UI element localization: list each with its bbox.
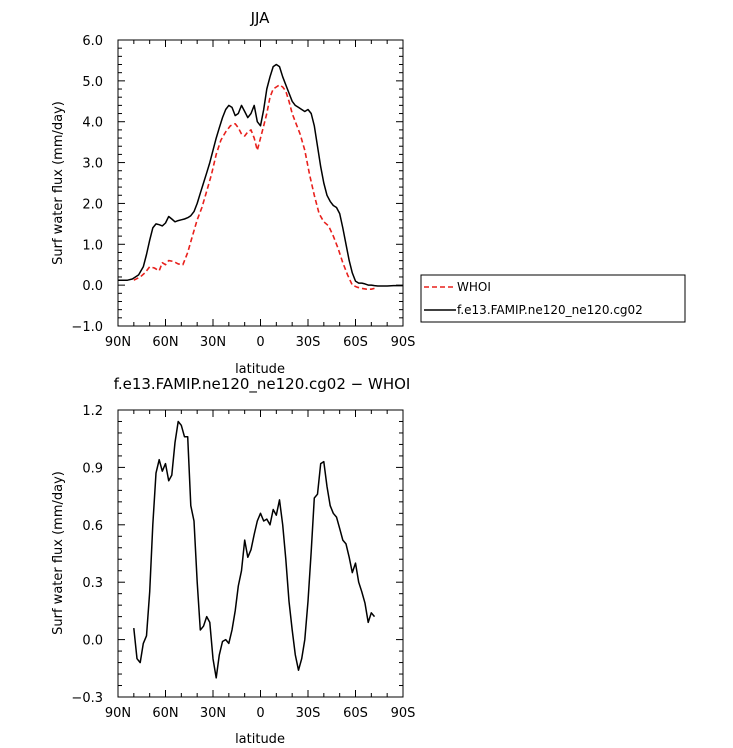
y-tick-label: 3.0 [82,157,103,172]
x-tick-label: 90N [105,706,131,721]
top-panel: JJA 90N 60N 30N 0 30S 60S 90S −1.0 0.0 1.0 2.0 3.0… [51,9,415,377]
y-tick-label: −0.3 [71,691,103,706]
y-tick-label: 6.0 [82,34,103,49]
x-tick-labels: 90N 60N 30N 0 30S 60S 90S [105,706,416,721]
x-tick-label: 30S [296,335,321,350]
y-tick-labels: −0.3 0.0 0.3 0.6 0.9 1.2 [71,404,103,706]
series-line-difference [133,420,376,679]
series-layer [117,409,404,698]
y-tick-labels: −1.0 0.0 1.0 2.0 3.0 4.0 5.0 6.0 [71,34,103,335]
chart-title: JJA [250,9,271,27]
legend: WHOI f.e13.FAMIP.ne120_ne120.cg02 [420,274,686,323]
y-tick-label: 1.2 [82,404,103,419]
x-tick-label: 0 [256,335,264,350]
x-tick-label: 60S [343,706,368,721]
y-tick-label: 0.0 [82,634,103,649]
x-tick-label: 60N [152,335,178,350]
legend-box [420,274,686,323]
legend-label-whoi: WHOI [457,280,491,294]
series-line-whoi [133,84,375,291]
y-tick-label: 0.9 [82,461,103,476]
series-layer [117,39,404,327]
x-tick-label: 30N [200,706,226,721]
x-axis-label: latitude [235,732,285,747]
x-tick-label: 60N [152,706,178,721]
y-axis-label: Surf water flux (mm/day) [51,101,66,265]
x-axis-label: latitude [235,362,285,377]
x-tick-label: 90S [391,335,416,350]
x-tick-label: 0 [256,706,264,721]
y-tick-label: 2.0 [82,197,103,212]
legend-label-model: f.e13.FAMIP.ne120_ne120.cg02 [457,303,643,317]
x-tick-label: 60S [343,335,368,350]
y-tick-label: 5.0 [82,75,103,90]
x-tick-label: 90S [391,706,416,721]
y-tick-label: 0.0 [82,279,103,294]
x-tick-label: 90N [105,335,131,350]
y-tick-label: 1.0 [82,238,103,253]
y-tick-label: 4.0 [82,116,103,131]
chart-title: f.e13.FAMIP.ne120_ne120.cg02 − WHOI [114,375,411,394]
x-tick-labels: 90N 60N 30N 0 30S 60S 90S [105,335,416,350]
series-line-f-e13-famip-ne120-ne120-cg02 [118,63,403,287]
bottom-panel: f.e13.FAMIP.ne120_ne120.cg02 − WHOI 90N 6… [51,375,415,747]
y-axis-label: Surf water flux (mm/day) [51,471,66,635]
y-tick-label: 0.6 [82,519,103,534]
plot-frame [117,409,404,698]
y-tick-label: 0.3 [82,576,103,591]
x-tick-label: 30N [200,335,226,350]
y-tick-label: −1.0 [71,320,103,335]
x-tick-label: 30S [296,706,321,721]
